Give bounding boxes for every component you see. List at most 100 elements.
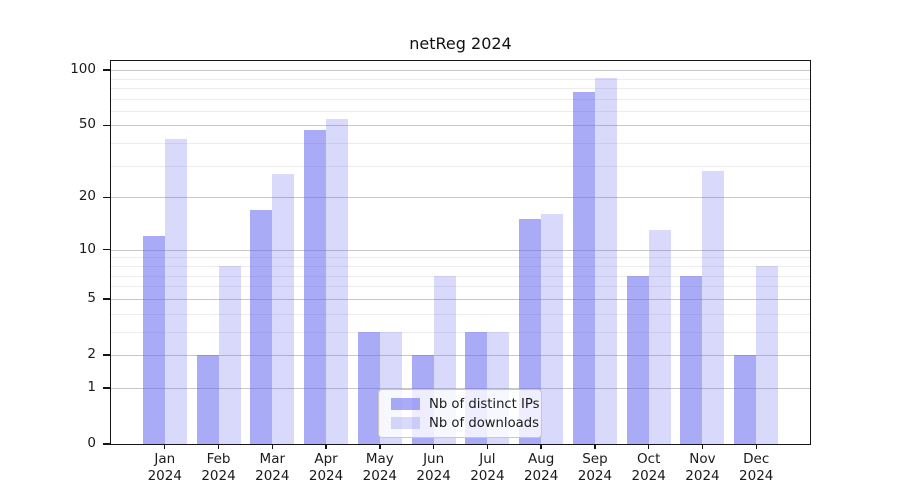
gridline-minor bbox=[111, 87, 810, 89]
gridline-major bbox=[111, 249, 810, 251]
bar-distinct-ips bbox=[734, 355, 757, 444]
y-axis-tick bbox=[103, 69, 110, 71]
gridline-major bbox=[111, 298, 810, 300]
x-axis-tick-label-line: Sep bbox=[582, 451, 608, 467]
gridline-minor bbox=[111, 78, 810, 80]
x-axis-tick-label-line: Dec bbox=[743, 451, 770, 467]
gridline-minor bbox=[111, 165, 810, 167]
gridline-minor bbox=[111, 313, 810, 315]
gridline-major bbox=[111, 125, 810, 127]
bar-downloads bbox=[164, 139, 187, 444]
bar-distinct-ips bbox=[357, 331, 380, 444]
x-axis-tick-label-line: Aug bbox=[527, 451, 555, 467]
x-axis-tick bbox=[755, 444, 757, 450]
x-axis-tick bbox=[647, 444, 650, 450]
gridline-minor bbox=[111, 98, 810, 100]
gridline-minor bbox=[111, 110, 810, 112]
y-axis-tick-label: 5 bbox=[87, 289, 96, 306]
x-axis-tick-label-line: 2024 bbox=[523, 467, 559, 484]
gridline-minor bbox=[111, 331, 810, 333]
bar-downloads bbox=[648, 230, 671, 444]
y-axis-tick bbox=[103, 249, 110, 251]
x-axis-tick-label-line: Mar bbox=[259, 451, 286, 467]
gridline-minor bbox=[111, 265, 810, 267]
bar-distinct-ips bbox=[142, 236, 165, 444]
bar-distinct-ips bbox=[250, 209, 273, 444]
y-axis-tick bbox=[103, 124, 110, 127]
x-axis-tick-label-line: 2024 bbox=[631, 467, 666, 484]
legend-label-downloads: Nb of downloads bbox=[429, 415, 539, 431]
legend-item-downloads: Nb of downloads bbox=[387, 416, 539, 431]
x-axis-tick-label-line: Jul bbox=[479, 451, 496, 467]
bar-distinct-ips bbox=[626, 275, 649, 444]
x-axis-tick-label-line: Nov bbox=[689, 451, 716, 467]
bar-distinct-ips bbox=[196, 355, 219, 444]
x-axis-tick-label-line: 2024 bbox=[147, 467, 182, 484]
x-axis-tick bbox=[540, 444, 542, 450]
bar-downloads bbox=[594, 77, 617, 444]
bar-distinct-ips bbox=[304, 130, 327, 444]
x-axis-tick bbox=[432, 444, 435, 450]
y-axis-tick-label: 100 bbox=[70, 61, 96, 78]
y-axis-tick-label: 50 bbox=[78, 116, 96, 133]
x-axis-tick-label-line: Feb bbox=[206, 451, 231, 467]
chart-title: netReg 2024 bbox=[409, 34, 512, 53]
y-axis-tick bbox=[103, 354, 110, 356]
gridline-minor bbox=[111, 143, 810, 145]
y-axis-tick-label: 0 bbox=[87, 435, 96, 451]
gridline-minor bbox=[111, 257, 810, 259]
x-axis-tick-label-line: 2024 bbox=[308, 467, 344, 484]
x-axis-tick-label-line: Apr bbox=[314, 451, 338, 467]
gridline-minor bbox=[111, 286, 810, 288]
x-axis-tick-label-line: Jan bbox=[154, 451, 176, 467]
bar-downloads bbox=[702, 171, 725, 444]
y-axis-tick-label: 1 bbox=[87, 378, 96, 395]
y-axis-tick bbox=[103, 196, 110, 199]
x-axis-tick-label-line: 2024 bbox=[739, 467, 774, 484]
y-axis-tick-label: 10 bbox=[78, 240, 96, 257]
x-axis-tick bbox=[164, 444, 166, 450]
x-axis-tick-label-line: 2024 bbox=[577, 467, 613, 484]
y-axis-tick bbox=[103, 443, 110, 445]
gridline-major bbox=[111, 354, 810, 356]
gridline-major bbox=[111, 70, 810, 72]
bar-distinct-ips bbox=[519, 219, 542, 444]
x-axis-tick-label: Jun 2024 bbox=[399, 451, 469, 484]
x-axis-tick bbox=[271, 444, 273, 450]
x-axis-tick-label-line: 2024 bbox=[685, 467, 720, 484]
x-axis-tick-label: Jul 2024 bbox=[452, 451, 522, 484]
x-axis-tick bbox=[701, 444, 704, 450]
x-axis-tick-label-line: 2024 bbox=[255, 467, 290, 484]
x-axis-tick-label-line: 2024 bbox=[416, 467, 451, 484]
x-axis-tick-label-line: Jun bbox=[423, 451, 445, 467]
bar-downloads bbox=[272, 174, 295, 444]
x-axis-tick bbox=[325, 444, 327, 450]
x-axis-tick-label-line: 2024 bbox=[362, 467, 398, 484]
y-axis-tick-label: 20 bbox=[78, 188, 96, 205]
bar-downloads bbox=[756, 266, 779, 444]
x-axis-tick-label-line: Oct bbox=[637, 451, 661, 467]
gridline-minor bbox=[111, 275, 810, 277]
x-axis-tick bbox=[379, 444, 381, 450]
legend-item-distinct-ips: Nb of distinct IPs bbox=[387, 397, 540, 412]
legend-swatch-distinct-ips bbox=[391, 397, 420, 411]
x-axis-tick bbox=[486, 444, 489, 450]
y-axis-tick bbox=[103, 298, 110, 300]
legend: Nb of distinct IPs Nb of downloads bbox=[378, 389, 542, 438]
gridline-major bbox=[111, 387, 810, 389]
y-axis-tick bbox=[103, 387, 110, 389]
x-axis-tick-label: Feb 2024 bbox=[184, 451, 254, 484]
x-axis-tick-label: May 2024 bbox=[345, 451, 415, 484]
gridline-major bbox=[111, 197, 810, 199]
legend-label-distinct-ips: Nb of distinct IPs bbox=[429, 396, 540, 412]
y-axis-tick-label: 2 bbox=[87, 345, 96, 362]
x-axis-tick-label: Dec 2024 bbox=[721, 451, 791, 484]
plot-area bbox=[110, 60, 811, 445]
bar-distinct-ips bbox=[680, 275, 703, 444]
bar-downloads bbox=[541, 214, 564, 444]
bar-distinct-ips bbox=[572, 92, 595, 444]
x-axis-tick-label: Oct 2024 bbox=[614, 451, 684, 484]
x-axis-tick-label: Nov 2024 bbox=[667, 451, 737, 484]
x-axis-tick bbox=[217, 444, 220, 450]
